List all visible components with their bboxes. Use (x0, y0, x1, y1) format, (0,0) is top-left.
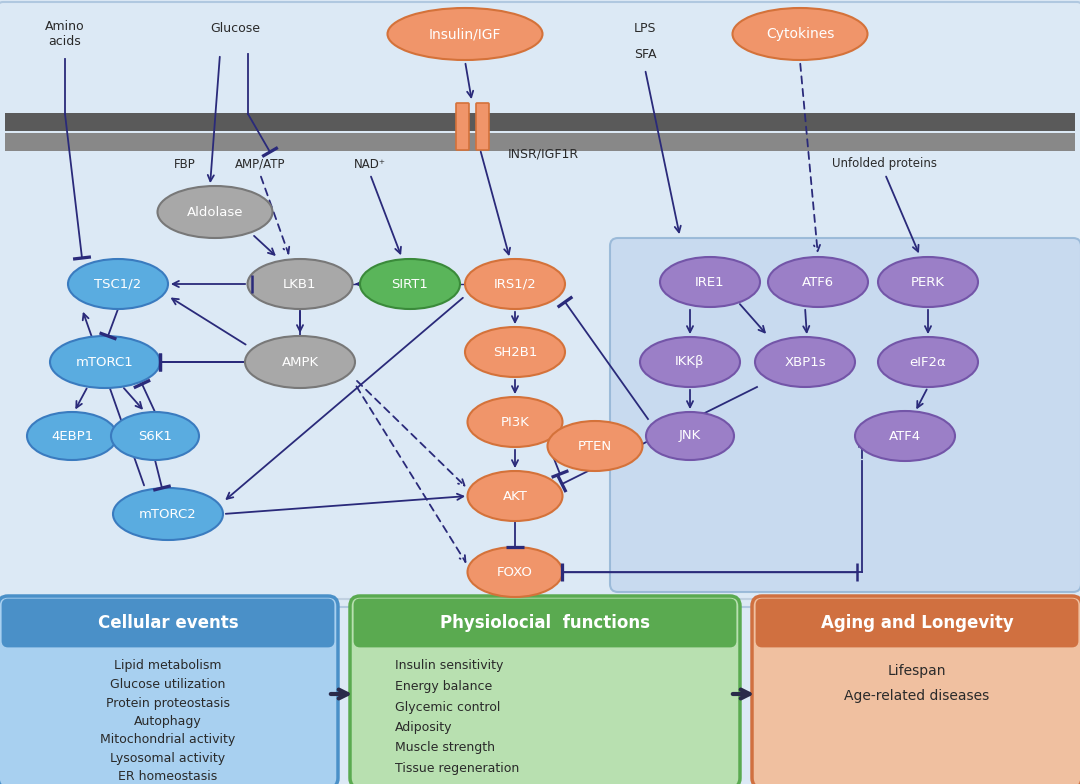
Text: INSR/IGF1R: INSR/IGF1R (508, 147, 579, 161)
Ellipse shape (640, 337, 740, 387)
Text: Unfolded proteins: Unfolded proteins (833, 158, 937, 170)
Text: IRE1: IRE1 (696, 275, 725, 289)
Bar (5, 133, 1075, 151)
Text: Energy balance: Energy balance (395, 680, 492, 693)
Text: FBP: FBP (174, 158, 195, 170)
Ellipse shape (878, 337, 978, 387)
FancyBboxPatch shape (757, 600, 1077, 646)
Text: Mitochondrial activity: Mitochondrial activity (100, 734, 235, 746)
FancyBboxPatch shape (610, 238, 1080, 592)
Text: Amino
acids: Amino acids (45, 20, 85, 48)
Text: SH2B1: SH2B1 (492, 346, 537, 358)
Ellipse shape (158, 186, 272, 238)
Text: ATF6: ATF6 (802, 275, 834, 289)
Ellipse shape (27, 412, 117, 460)
Text: Muscle strength: Muscle strength (395, 742, 495, 754)
Text: mTORC2: mTORC2 (139, 507, 197, 521)
Ellipse shape (878, 257, 978, 307)
Ellipse shape (111, 412, 199, 460)
Ellipse shape (468, 471, 563, 521)
Ellipse shape (660, 257, 760, 307)
Text: IRS1/2: IRS1/2 (494, 278, 537, 291)
FancyBboxPatch shape (476, 103, 489, 150)
FancyBboxPatch shape (0, 2, 1080, 607)
Ellipse shape (113, 488, 222, 540)
Text: Glucose utilization: Glucose utilization (110, 678, 226, 691)
Text: TSC1/2: TSC1/2 (94, 278, 141, 291)
Bar (5, 113, 1075, 131)
Ellipse shape (755, 337, 855, 387)
Ellipse shape (360, 259, 460, 309)
Text: PI3K: PI3K (500, 416, 529, 429)
Text: SFA: SFA (634, 48, 657, 60)
Text: Cytokines: Cytokines (766, 27, 834, 41)
Text: Lysosomal activity: Lysosomal activity (110, 752, 226, 765)
Text: ER homeostasis: ER homeostasis (119, 771, 218, 783)
Text: IKKβ: IKKβ (675, 355, 705, 368)
Text: Age-related diseases: Age-related diseases (845, 689, 989, 703)
Ellipse shape (388, 8, 542, 60)
Text: S6K1: S6K1 (138, 430, 172, 442)
Text: Tissue regeneration: Tissue regeneration (395, 762, 519, 775)
FancyBboxPatch shape (456, 103, 469, 150)
Ellipse shape (768, 257, 868, 307)
Ellipse shape (468, 547, 563, 597)
Text: Aldolase: Aldolase (187, 205, 243, 219)
FancyBboxPatch shape (0, 596, 338, 784)
Text: NAD⁺: NAD⁺ (354, 158, 386, 170)
Text: Insulin/IGF: Insulin/IGF (429, 27, 501, 41)
Text: AMP/ATP: AMP/ATP (234, 158, 285, 170)
Text: Aging and Longevity: Aging and Longevity (821, 614, 1013, 632)
FancyBboxPatch shape (355, 600, 735, 646)
Text: eIF2α: eIF2α (909, 355, 946, 368)
FancyBboxPatch shape (3, 600, 333, 646)
Text: AKT: AKT (502, 489, 527, 503)
FancyBboxPatch shape (752, 596, 1080, 784)
Text: Lipid metabolism: Lipid metabolism (114, 659, 221, 673)
Text: AMPK: AMPK (282, 355, 319, 368)
Text: Insulin sensitivity: Insulin sensitivity (395, 659, 503, 673)
Text: ATF4: ATF4 (889, 430, 921, 442)
Text: LKB1: LKB1 (283, 278, 316, 291)
Ellipse shape (646, 412, 734, 460)
Text: Physiolocial  functions: Physiolocial functions (440, 614, 650, 632)
FancyBboxPatch shape (350, 596, 740, 784)
Text: Glucose: Glucose (210, 23, 260, 35)
Text: Adiposity: Adiposity (395, 721, 453, 734)
Text: Lifespan: Lifespan (888, 664, 946, 678)
Text: XBP1s: XBP1s (784, 355, 826, 368)
Ellipse shape (468, 397, 563, 447)
Text: PERK: PERK (912, 275, 945, 289)
Text: mTORC1: mTORC1 (76, 355, 134, 368)
Text: Cellular events: Cellular events (97, 614, 239, 632)
Text: PTEN: PTEN (578, 440, 612, 452)
Ellipse shape (245, 336, 355, 388)
Text: JNK: JNK (679, 430, 701, 442)
Text: Glycemic control: Glycemic control (395, 700, 500, 713)
Text: FOXO: FOXO (497, 565, 532, 579)
Ellipse shape (465, 327, 565, 377)
Ellipse shape (732, 8, 867, 60)
Ellipse shape (548, 421, 643, 471)
Ellipse shape (247, 259, 352, 309)
Ellipse shape (855, 411, 955, 461)
Ellipse shape (68, 259, 168, 309)
Ellipse shape (50, 336, 160, 388)
Ellipse shape (465, 259, 565, 309)
Text: Protein proteostasis: Protein proteostasis (106, 696, 230, 710)
Text: LPS: LPS (634, 23, 657, 35)
Text: Autophagy: Autophagy (134, 715, 202, 728)
Text: 4EBP1: 4EBP1 (51, 430, 93, 442)
Text: SIRT1: SIRT1 (392, 278, 429, 291)
